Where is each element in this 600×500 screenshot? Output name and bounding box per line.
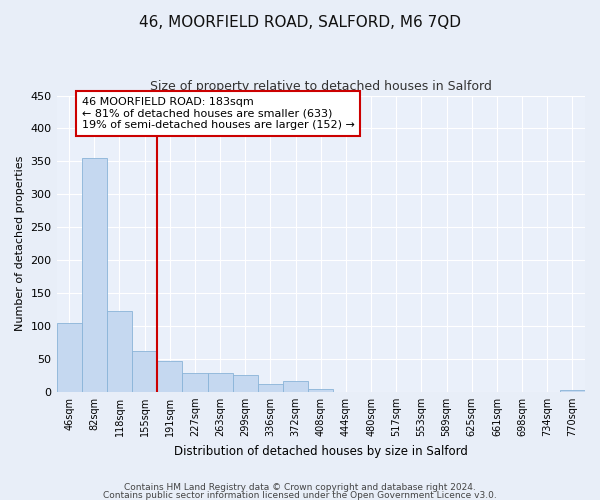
Bar: [82, 158, 107, 392]
Y-axis label: Number of detached properties: Number of detached properties: [15, 156, 25, 332]
Bar: [283, 382, 308, 392]
X-axis label: Distribution of detached houses by size in Salford: Distribution of detached houses by size …: [174, 444, 468, 458]
Bar: [258, 384, 283, 392]
Bar: [208, 372, 233, 392]
Bar: [132, 351, 157, 392]
Bar: [107, 312, 132, 392]
Text: Contains public sector information licensed under the Open Government Licence v3: Contains public sector information licen…: [103, 491, 497, 500]
Text: 46 MOORFIELD ROAD: 183sqm
← 81% of detached houses are smaller (633)
19% of semi: 46 MOORFIELD ROAD: 183sqm ← 81% of detac…: [82, 97, 355, 130]
Bar: [182, 372, 208, 392]
Bar: [560, 390, 585, 392]
Text: Contains HM Land Registry data © Crown copyright and database right 2024.: Contains HM Land Registry data © Crown c…: [124, 484, 476, 492]
Bar: [56, 322, 82, 392]
Bar: [308, 388, 334, 392]
Bar: [157, 361, 182, 392]
Bar: [233, 376, 258, 392]
Text: 46, MOORFIELD ROAD, SALFORD, M6 7QD: 46, MOORFIELD ROAD, SALFORD, M6 7QD: [139, 15, 461, 30]
Title: Size of property relative to detached houses in Salford: Size of property relative to detached ho…: [150, 80, 492, 93]
